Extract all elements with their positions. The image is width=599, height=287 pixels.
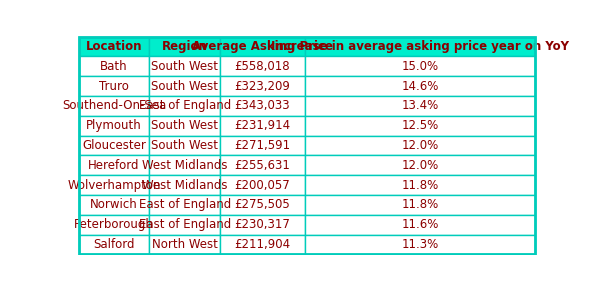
Bar — [149, 76, 220, 96]
Text: South West: South West — [152, 139, 218, 152]
Text: 12.5%: 12.5% — [401, 119, 438, 132]
Bar — [220, 175, 305, 195]
Text: 11.3%: 11.3% — [401, 238, 438, 251]
Bar — [149, 116, 220, 135]
Text: £231,914: £231,914 — [234, 119, 291, 132]
Bar — [305, 195, 536, 215]
Bar — [220, 195, 305, 215]
Text: 11.6%: 11.6% — [401, 218, 438, 231]
Text: North West: North West — [152, 238, 217, 251]
Text: Truro: Truro — [99, 79, 129, 93]
Text: 15.0%: 15.0% — [401, 60, 438, 73]
Bar — [78, 135, 149, 155]
Text: Location: Location — [86, 40, 142, 53]
Text: £211,904: £211,904 — [234, 238, 291, 251]
Bar — [149, 155, 220, 175]
Text: 12.0%: 12.0% — [401, 159, 438, 172]
Bar — [149, 175, 220, 195]
Bar — [220, 116, 305, 135]
Text: £200,057: £200,057 — [235, 179, 291, 191]
Text: £275,505: £275,505 — [235, 198, 291, 211]
Bar — [149, 135, 220, 155]
Text: £230,317: £230,317 — [235, 218, 291, 231]
Bar — [220, 234, 305, 254]
Bar — [78, 234, 149, 254]
Bar — [78, 175, 149, 195]
Text: 13.4%: 13.4% — [401, 99, 438, 113]
Text: Norwich: Norwich — [90, 198, 138, 211]
Bar — [78, 76, 149, 96]
Bar — [220, 155, 305, 175]
Text: £323,209: £323,209 — [235, 79, 291, 93]
Bar — [305, 96, 536, 116]
Bar — [305, 57, 536, 76]
Bar — [149, 234, 220, 254]
Text: £255,631: £255,631 — [235, 159, 291, 172]
Text: Southend-On-Sea: Southend-On-Sea — [62, 99, 166, 113]
Text: Plymouth: Plymouth — [86, 119, 142, 132]
Bar — [78, 116, 149, 135]
Text: Wolverhampton: Wolverhampton — [67, 179, 161, 191]
Text: Gloucester: Gloucester — [82, 139, 146, 152]
Bar — [220, 215, 305, 234]
Bar — [305, 155, 536, 175]
Bar — [78, 155, 149, 175]
Text: Region: Region — [162, 40, 208, 53]
Text: 14.6%: 14.6% — [401, 79, 438, 93]
Bar — [305, 76, 536, 96]
Text: £343,033: £343,033 — [235, 99, 291, 113]
Text: South West: South West — [152, 79, 218, 93]
Bar — [149, 96, 220, 116]
Text: £558,018: £558,018 — [235, 60, 291, 73]
Bar — [220, 76, 305, 96]
Text: Hereford: Hereford — [88, 159, 140, 172]
Text: Peterborough: Peterborough — [74, 218, 154, 231]
Bar — [305, 234, 536, 254]
Bar — [305, 37, 536, 57]
Text: West Midlands: West Midlands — [142, 179, 228, 191]
Bar — [305, 175, 536, 195]
Bar — [78, 195, 149, 215]
Bar — [220, 135, 305, 155]
Bar — [305, 116, 536, 135]
Bar — [78, 96, 149, 116]
Text: Increase in average asking price year on YoY: Increase in average asking price year on… — [271, 40, 569, 53]
Bar — [305, 215, 536, 234]
Bar — [220, 37, 305, 57]
Bar — [78, 215, 149, 234]
Text: 12.0%: 12.0% — [401, 139, 438, 152]
Text: 11.8%: 11.8% — [401, 179, 438, 191]
Bar — [220, 96, 305, 116]
Text: Bath: Bath — [100, 60, 128, 73]
Text: South West: South West — [152, 119, 218, 132]
Bar — [149, 57, 220, 76]
Bar — [305, 135, 536, 155]
Text: East of England: East of England — [139, 218, 231, 231]
Bar — [149, 37, 220, 57]
Text: South West: South West — [152, 60, 218, 73]
Bar — [78, 37, 149, 57]
Text: East of England: East of England — [139, 198, 231, 211]
Text: East of England: East of England — [139, 99, 231, 113]
Text: Salford: Salford — [93, 238, 135, 251]
Bar — [149, 195, 220, 215]
Text: £271,591: £271,591 — [234, 139, 291, 152]
Bar — [149, 215, 220, 234]
Text: West Midlands: West Midlands — [142, 159, 228, 172]
Bar — [78, 57, 149, 76]
Text: 11.8%: 11.8% — [401, 198, 438, 211]
Bar — [220, 57, 305, 76]
Text: Average Asking Price: Average Asking Price — [192, 40, 333, 53]
